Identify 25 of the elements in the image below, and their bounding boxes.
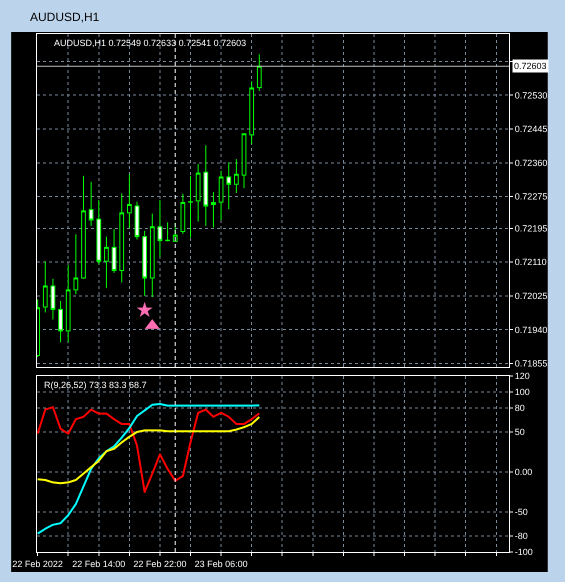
y-tick-label: 50 xyxy=(514,427,525,438)
y-tick-label: 120 xyxy=(514,371,530,382)
x-tick-label: 22 Feb 2022 xyxy=(12,558,63,569)
y-tick-label: 80 xyxy=(514,403,525,414)
x-tick-label: 22 Feb 14:00 xyxy=(72,558,126,569)
chart-subtitle: AUDUSD,H1 0.72549 0.72633 0.72541 0.72603 xyxy=(54,38,246,48)
y-tick-label: 0.71855 xyxy=(514,358,548,369)
y-tick-label: 0.72025 xyxy=(514,291,548,302)
y-tick-label: 0.00 xyxy=(514,467,532,478)
y-tick-label: 0.72195 xyxy=(514,223,548,234)
x-tick-label: 23 Feb 06:00 xyxy=(194,558,248,569)
y-tick-label: -100 xyxy=(514,547,533,558)
y-tick-label: 0.72360 xyxy=(514,158,548,168)
y-tick-label: 0.72530 xyxy=(514,90,548,100)
ref-line-label: 0.72603 xyxy=(514,61,547,71)
y-tick-label: 0.71940 xyxy=(514,324,548,335)
y-tick-label: 0.72110 xyxy=(514,257,547,268)
y-tick-label: -80 xyxy=(514,531,528,542)
chart-title: AUDUSD,H1 xyxy=(30,10,100,24)
y-tick-label: 0.72445 xyxy=(514,124,548,134)
y-tick-label: -50 xyxy=(514,507,528,518)
y-tick-label: 0.72275 xyxy=(514,192,548,202)
chart-title: R(9,26,52) 73.3 83.3 68.7 xyxy=(44,380,147,390)
x-tick-label: 22 Feb 22:00 xyxy=(133,558,186,569)
y-tick-label: 100 xyxy=(514,387,530,398)
